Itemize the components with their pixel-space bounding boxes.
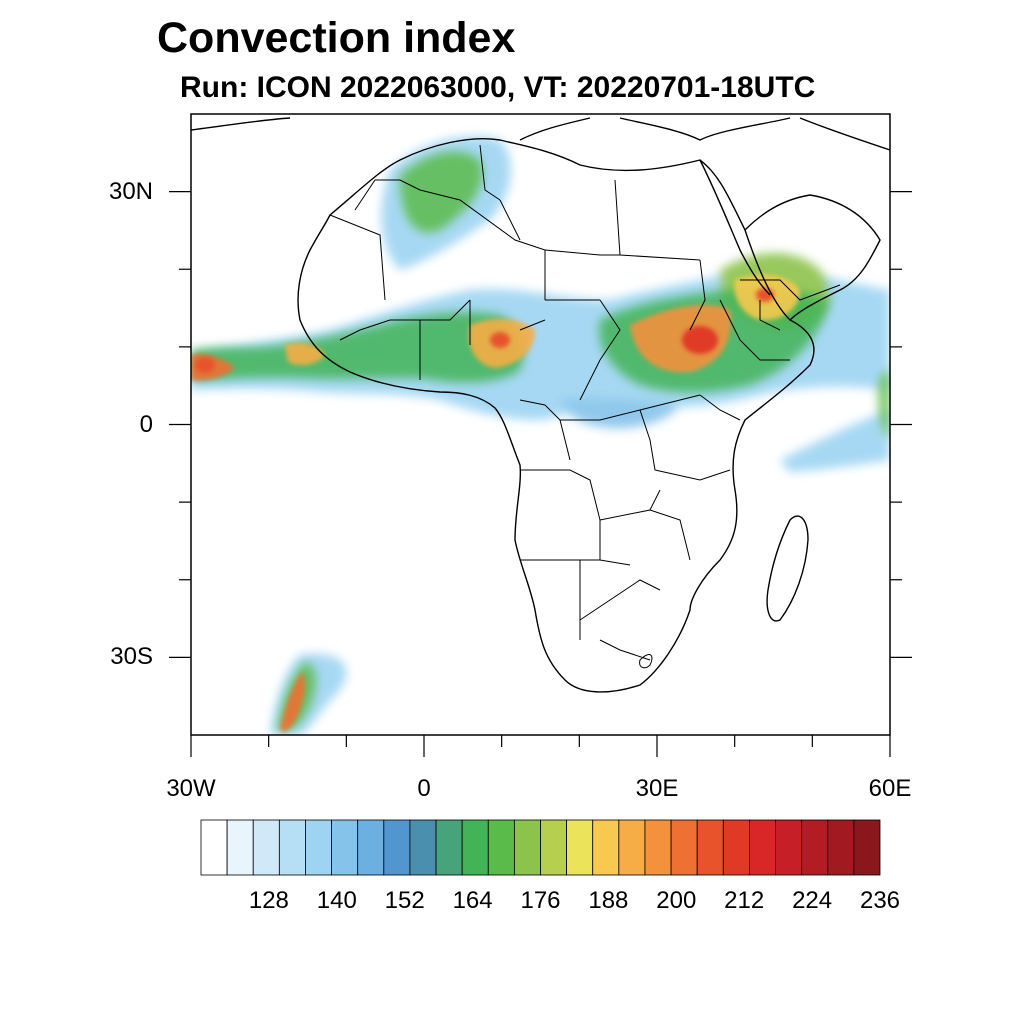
- lon-tick-label: 60E: [868, 775, 912, 802]
- colorbar-label: 224: [792, 887, 833, 914]
- colorbar-swatch: [409, 819, 437, 876]
- colorbar-label: 140: [316, 887, 357, 914]
- colorbar-swatch: [357, 819, 385, 876]
- lat-tick-label: 30N: [108, 177, 153, 205]
- europe-coastline: [191, 117, 890, 151]
- colorbar-swatch: [696, 819, 724, 876]
- country-borders: [329, 144, 841, 669]
- convection-hot-southatlantic: [280, 672, 305, 732]
- colorbar-swatch: [226, 819, 254, 876]
- colorbar-swatch: [278, 819, 306, 876]
- colorbar-swatch: [722, 819, 750, 876]
- arabia-coastline: [744, 194, 881, 321]
- convection-peak-nigeria: [490, 332, 510, 348]
- colorbar-label: 200: [656, 887, 697, 914]
- convection-area-indian-ocean: [780, 410, 890, 472]
- colorbar: [200, 819, 881, 876]
- madagascar-coastline: [766, 515, 809, 622]
- lon-tick-label: 30W: [166, 775, 216, 802]
- colorbar-swatch: [513, 819, 541, 876]
- colorbar-swatch: [252, 819, 280, 876]
- colorbar-swatch: [827, 819, 855, 876]
- colorbar-swatch: [749, 819, 776, 876]
- lat-tick-label: 0: [139, 410, 153, 438]
- colorbar-swatch: [775, 819, 803, 876]
- colorbar-swatch: [305, 819, 332, 876]
- colorbar-label: 164: [452, 887, 493, 914]
- africa-coastline: [297, 138, 815, 693]
- colorbar-swatch: [487, 819, 515, 876]
- colorbar-swatch: [540, 819, 568, 876]
- colorbar-swatch: [435, 819, 463, 876]
- lon-tick-label: 0: [417, 775, 431, 802]
- colorbar-swatch: [644, 819, 672, 876]
- convection-field: [191, 136, 890, 735]
- convection-core-west: [191, 312, 524, 383]
- convection-area-congo: [560, 397, 680, 429]
- colorbar-label: 188: [588, 887, 629, 914]
- red-sea-coastline: [699, 159, 771, 296]
- lat-tick-label: 30S: [110, 643, 153, 671]
- plot-frame: [190, 113, 891, 736]
- plot-title: Convection index: [157, 14, 516, 62]
- colorbar-label: 236: [859, 887, 901, 914]
- colorbar-swatch: [331, 819, 359, 876]
- convection-peak-sudan: [682, 326, 718, 354]
- colorbar-swatch: [383, 819, 411, 876]
- coastlines: [191, 117, 890, 693]
- colorbar-swatch: [200, 819, 228, 876]
- colorbar-swatch: [566, 819, 594, 876]
- convection-core-sahara: [400, 151, 483, 233]
- colorbar-label: 176: [520, 887, 561, 914]
- lon-tick-label: 30E: [635, 775, 679, 802]
- convection-core-east-edge: [878, 368, 890, 440]
- colorbar-swatch: [853, 819, 881, 876]
- colorbar-swatch: [618, 819, 646, 876]
- plot-subtitle: Run: ICON 2022063000, VT: 20220701-18UTC: [180, 71, 816, 104]
- colorbar-swatch: [801, 819, 829, 876]
- colorbar-label: 128: [248, 887, 289, 914]
- colorbar-label: 212: [724, 887, 765, 914]
- axis-ticks: [169, 191, 912, 757]
- convection-hot-sudan: [630, 305, 731, 373]
- colorbar-swatch: [670, 819, 698, 876]
- colorbar-swatch: [461, 819, 489, 876]
- colorbar-label: 152: [384, 887, 425, 914]
- convection-hot-guinea: [285, 343, 325, 366]
- convection-peak-westcoast: [195, 357, 215, 373]
- colorbar-swatch: [592, 819, 620, 876]
